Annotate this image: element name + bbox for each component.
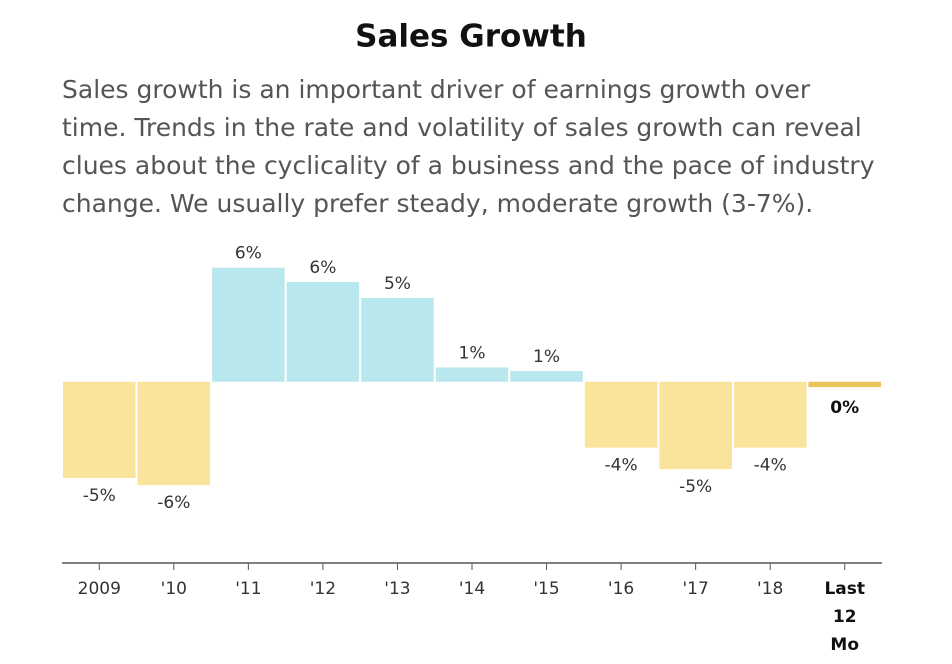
x-tick-label: '12 bbox=[310, 579, 336, 599]
value-label: 1% bbox=[459, 344, 486, 364]
x-tick-label: '10 bbox=[161, 579, 187, 599]
x-tick-label: '18 bbox=[757, 579, 783, 599]
bar bbox=[584, 381, 658, 448]
x-tick-label: '11 bbox=[235, 579, 261, 599]
value-label: -4% bbox=[605, 456, 638, 476]
value-label: 0% bbox=[830, 398, 859, 418]
bar bbox=[63, 381, 136, 479]
bar bbox=[286, 281, 360, 382]
bar bbox=[435, 367, 509, 382]
bar bbox=[733, 381, 807, 448]
value-label: -5% bbox=[83, 486, 116, 506]
value-label: -5% bbox=[679, 477, 712, 497]
x-tick-label: '14 bbox=[459, 579, 485, 599]
bar bbox=[212, 267, 285, 382]
chart-subtitle: Sales growth is an important driver of e… bbox=[62, 75, 875, 218]
x-tick-label: '15 bbox=[533, 579, 559, 599]
x-tick-label: 2009 bbox=[78, 579, 121, 599]
bar bbox=[361, 297, 434, 382]
x-tick-label: Last 12 Mo bbox=[824, 579, 865, 655]
bar bbox=[808, 381, 881, 388]
subtitle-text: Sales growth is an important driver of e… bbox=[62, 75, 875, 218]
value-label: -4% bbox=[754, 456, 787, 476]
x-tick-label: '17 bbox=[682, 579, 708, 599]
x-tick-label: '13 bbox=[384, 579, 410, 599]
x-tick-label: '16 bbox=[608, 579, 634, 599]
chart-title: Sales Growth bbox=[355, 19, 587, 55]
value-label: 6% bbox=[309, 258, 336, 278]
value-label: 6% bbox=[235, 244, 262, 264]
bar bbox=[137, 381, 211, 486]
value-label: 5% bbox=[384, 274, 411, 294]
bar bbox=[510, 371, 583, 382]
value-label: -6% bbox=[157, 493, 190, 513]
bar bbox=[659, 381, 732, 470]
value-label: 1% bbox=[533, 347, 560, 367]
